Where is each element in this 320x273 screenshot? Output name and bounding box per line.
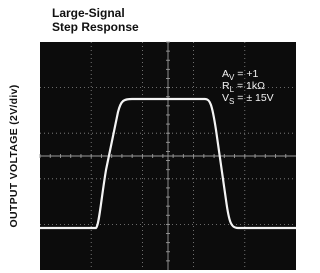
annotation-symbol: A [222,68,229,80]
annotation-text: = +1 [234,68,258,80]
title-line: Large-Signal [52,6,125,20]
annotation-text: = ± 15V [234,92,273,104]
annotation-text: = 1kΩ [234,80,265,92]
annotation-symbol: V [222,92,229,104]
title-line: Step Response [52,20,139,34]
y-axis-label: OUTPUT VOLTAGE (2V/div) [8,84,20,227]
figure: Large-Signal Step Response OUTPUT VOLTAG… [0,0,296,273]
